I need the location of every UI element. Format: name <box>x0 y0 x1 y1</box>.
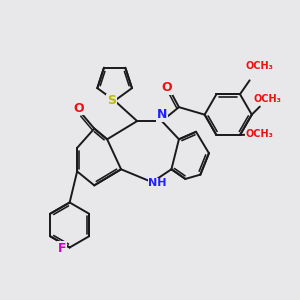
Text: OCH₃: OCH₃ <box>245 129 273 139</box>
Text: O: O <box>162 81 172 94</box>
Text: F: F <box>58 242 66 255</box>
Text: OCH₃: OCH₃ <box>254 94 282 103</box>
Text: OCH₃: OCH₃ <box>245 61 273 71</box>
Text: S: S <box>107 94 116 107</box>
Text: NH: NH <box>148 178 167 188</box>
Text: O: O <box>73 102 83 115</box>
Text: N: N <box>157 108 167 121</box>
